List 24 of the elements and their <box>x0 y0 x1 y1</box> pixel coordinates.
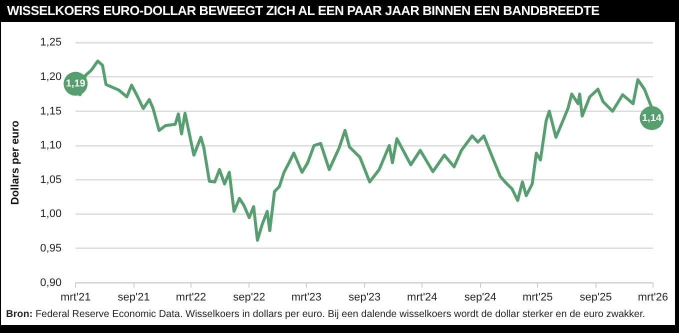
x-tick-label: mrt'24 <box>407 291 438 304</box>
x-tick-label: sep'25 <box>580 291 612 304</box>
y-tick-label: 1,10 <box>40 140 62 152</box>
y-tick-label: 1,00 <box>40 208 62 220</box>
annotation: 1,19 <box>66 78 86 90</box>
y-tick-label: 1,15 <box>40 105 62 118</box>
x-tick-label: mrt'22 <box>176 291 206 304</box>
y-tick-label: 0,90 <box>40 276 62 289</box>
y-tick-label: 0,95 <box>40 242 62 255</box>
y-axis-title: Dollars per euro <box>10 120 22 205</box>
y-tick-label: 1,20 <box>40 70 62 83</box>
x-tick-label: mrt'23 <box>291 291 322 304</box>
x-tick-label: sep'23 <box>348 291 381 304</box>
x-tick-label: mrt'25 <box>522 291 553 304</box>
y-tick-label: 1,25 <box>40 36 62 49</box>
chart-title: WISSELKOERS EURO-DOLLAR BEWEEGT ZICH AL EEN PAAR JAAR BINNEN EEN BANDBREEDTE <box>1 0 675 22</box>
x-tick-label: mrt'21 <box>60 291 91 304</box>
x-tick-label: mrt'26 <box>638 291 668 304</box>
annotation: 1,14 <box>642 112 662 124</box>
x-tick-label: sep'22 <box>233 291 266 304</box>
x-tick-label: sep'21 <box>118 291 150 304</box>
text: Bron: Federal Reserve Economic Data. Wisselkoers in dollars per euro. Bij een dalende wisselkoers wordt de dollar sterker en de euro zwakker. <box>5 308 646 322</box>
y-tick-label: 1,05 <box>40 174 62 186</box>
x-tick-label: sep'24 <box>464 291 496 304</box>
